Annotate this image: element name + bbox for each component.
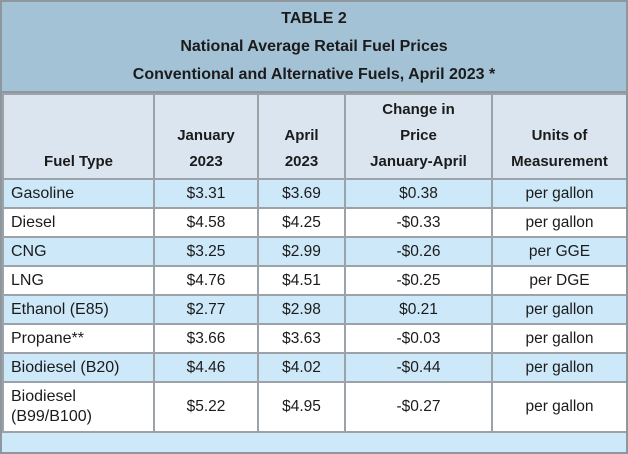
table-subtitle-line: Conventional and Alternative Fuels, Apri…: [132, 65, 496, 83]
january-price-cell: $4.76: [153, 265, 259, 296]
col-header-january-2023: January 2023: [153, 93, 259, 180]
january-price-cell: $4.58: [153, 207, 259, 238]
january-price-cell: $2.77: [153, 294, 259, 325]
col-header-change-in-price: Change in Price January-April: [344, 93, 493, 180]
price-change-cell: -$0.03: [344, 323, 493, 354]
units-cell: per GGE: [491, 236, 626, 267]
table-row-diesel: Diesel $4.58 $4.25 -$0.33 per gallon: [2, 207, 626, 238]
price-change-cell: $0.38: [344, 178, 493, 209]
table-row-ethanol-e85: Ethanol (E85) $2.77 $2.98 $0.21 per gall…: [2, 294, 626, 325]
april-price-cell: $2.99: [257, 236, 346, 267]
col-header-january-line1: January: [177, 127, 235, 144]
col-header-fuel-type: Fuel Type: [2, 93, 155, 180]
april-price-cell: $4.25: [257, 207, 346, 238]
april-price-cell: $2.98: [257, 294, 346, 325]
table-row-propane: Propane** $3.66 $3.63 -$0.03 per gallon: [2, 323, 626, 354]
january-price-cell: $5.22: [153, 381, 259, 433]
april-price-cell: $4.51: [257, 265, 346, 296]
col-header-units-line1: Units of: [531, 127, 588, 144]
table-row-lng: LNG $4.76 $4.51 -$0.25 per DGE: [2, 265, 626, 296]
april-price-cell: $4.95: [257, 381, 346, 433]
units-cell: per gallon: [491, 207, 626, 238]
table-row-biodiesel-b20: Biodiesel (B20) $4.46 $4.02 -$0.44 per g…: [2, 352, 626, 383]
price-change-cell: -$0.26: [344, 236, 493, 267]
units-cell: per gallon: [491, 323, 626, 354]
fuel-name-cell: Propane**: [2, 323, 155, 354]
col-header-units: Units of Measurement: [491, 93, 626, 180]
table-title-banner: TABLE 2 National Average Retail Fuel Pri…: [2, 2, 626, 93]
fuel-name-cell: Biodiesel (B20): [2, 352, 155, 383]
fuel-name-cell: CNG: [2, 236, 155, 267]
january-price-cell: $3.66: [153, 323, 259, 354]
fuel-prices-table: Fuel Type January 2023 April 2023 Change…: [2, 93, 626, 433]
units-cell: per gallon: [491, 381, 626, 433]
fuel-name-cell: Gasoline: [2, 178, 155, 209]
table-title-line: National Average Retail Fuel Prices: [180, 37, 448, 55]
table-row-cng: CNG $3.25 $2.99 -$0.26 per GGE: [2, 236, 626, 267]
price-change-cell: $0.21: [344, 294, 493, 325]
table-row-biodiesel-b99-b100: Biodiesel (B99/B100) $5.22 $4.95 -$0.27 …: [2, 381, 626, 433]
units-cell: per gallon: [491, 178, 626, 209]
april-price-cell: $3.69: [257, 178, 346, 209]
col-header-fuel-type-label: Fuel Type: [44, 153, 113, 170]
price-change-cell: -$0.44: [344, 352, 493, 383]
units-cell: per gallon: [491, 352, 626, 383]
january-price-cell: $3.31: [153, 178, 259, 209]
header-row: Fuel Type January 2023 April 2023 Change…: [2, 93, 626, 180]
april-price-cell: $3.63: [257, 323, 346, 354]
units-cell: per DGE: [491, 265, 626, 296]
col-header-january-line2: 2023: [189, 153, 223, 170]
price-change-cell: -$0.27: [344, 381, 493, 433]
january-price-cell: $3.25: [153, 236, 259, 267]
fuel-name-cell: LNG: [2, 265, 155, 296]
col-header-change-line2: Price: [400, 127, 437, 144]
units-cell: per gallon: [491, 294, 626, 325]
april-price-cell: $4.02: [257, 352, 346, 383]
fuel-name-cell: Ethanol (E85): [2, 294, 155, 325]
january-price-cell: $4.46: [153, 352, 259, 383]
col-header-april-line1: April: [284, 127, 319, 144]
col-header-change-line1: Change in: [382, 101, 455, 118]
col-header-april-line2: 2023: [284, 153, 319, 170]
col-header-april-2023: April 2023: [257, 93, 346, 180]
price-change-cell: -$0.25: [344, 265, 493, 296]
col-header-change-line3: January-April: [370, 153, 467, 170]
fuel-name-cell: Diesel: [2, 207, 155, 238]
table-row-gasoline: Gasoline $3.31 $3.69 $0.38 per gallon: [2, 178, 626, 209]
table-number-title: TABLE 2: [281, 9, 347, 27]
price-change-cell: -$0.33: [344, 207, 493, 238]
fuel-name-cell: Biodiesel (B99/B100): [2, 381, 155, 433]
col-header-units-line2: Measurement: [511, 153, 608, 170]
